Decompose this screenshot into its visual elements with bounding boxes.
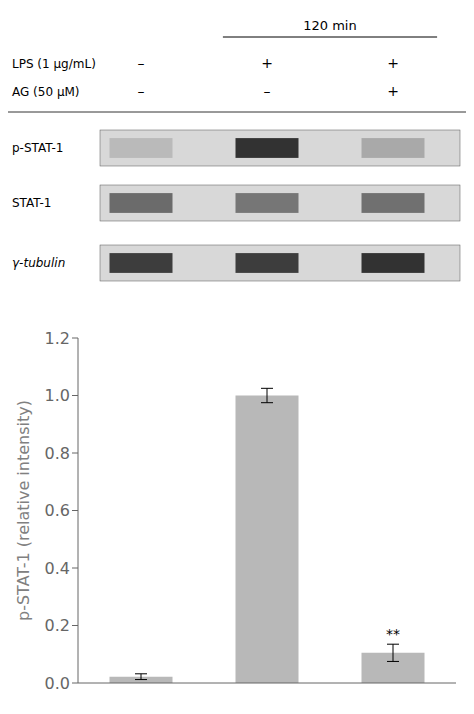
- svg-text:0.8: 0.8: [45, 444, 70, 463]
- svg-text:STAT-1: STAT-1: [12, 196, 52, 210]
- svg-text:+: +: [387, 83, 399, 99]
- svg-text:0.2: 0.2: [45, 616, 70, 635]
- svg-text:0.6: 0.6: [45, 501, 70, 520]
- svg-text:0.0: 0.0: [45, 674, 70, 693]
- svg-text:+: +: [387, 55, 399, 71]
- svg-text:p-STAT-1: p-STAT-1: [12, 141, 63, 155]
- svg-text:0.4: 0.4: [45, 559, 70, 578]
- svg-text:–: –: [264, 83, 271, 99]
- svg-text:γ-tubulin: γ-tubulin: [12, 256, 65, 270]
- svg-text:LPS (1 μg/mL): LPS (1 μg/mL): [12, 57, 96, 71]
- svg-text:–: –: [138, 55, 145, 71]
- svg-text:1.2: 1.2: [45, 329, 70, 348]
- svg-text:–: –: [138, 83, 145, 99]
- svg-text:AG (50 μM): AG (50 μM): [12, 85, 80, 99]
- svg-text:+: +: [261, 55, 273, 71]
- svg-text:p-STAT-1 (relative intensity): p-STAT-1 (relative intensity): [14, 400, 33, 621]
- svg-text:120 min: 120 min: [303, 18, 356, 33]
- svg-text:1.0: 1.0: [45, 386, 70, 405]
- svg-text:**: **: [386, 626, 400, 642]
